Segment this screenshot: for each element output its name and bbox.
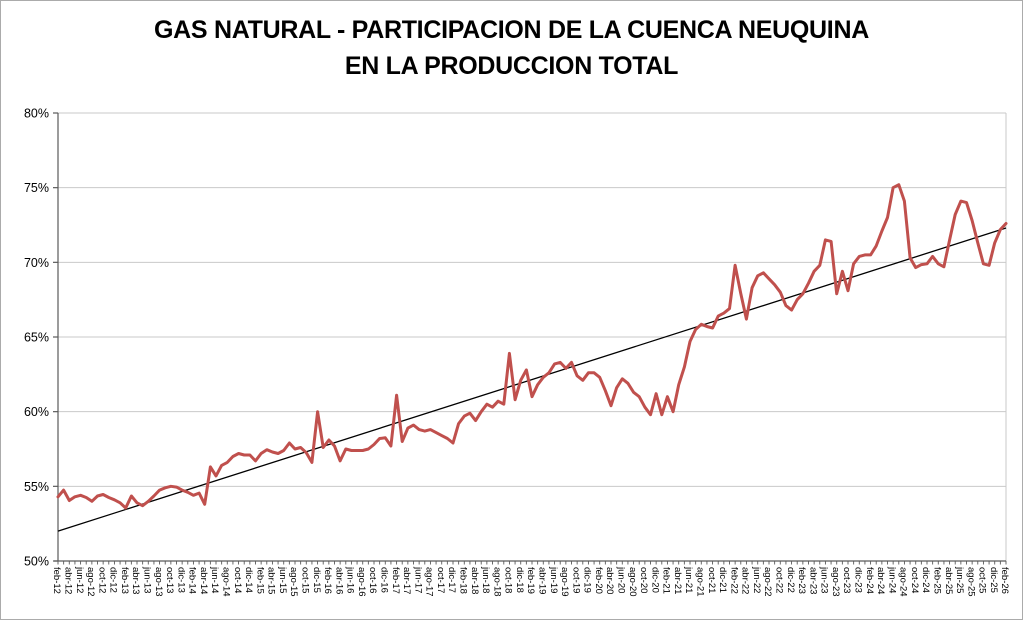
x-tick-label: feb-12 xyxy=(51,567,62,594)
x-tick-label: ago-14 xyxy=(220,567,231,597)
chart-title: GAS NATURAL - PARTICIPACION DE LA CUENCA… xyxy=(1,13,1022,84)
x-tick-label: ago-21 xyxy=(694,567,705,597)
x-tick-label: ago-19 xyxy=(559,567,570,597)
x-tick-label: oct-12 xyxy=(96,567,107,593)
x-tick-label: feb-21 xyxy=(661,567,672,594)
x-tick-label: ago-13 xyxy=(153,567,164,597)
x-tick-label: ago-16 xyxy=(356,567,367,597)
x-tick-label: dic-21 xyxy=(717,567,728,593)
x-tick-label: oct-17 xyxy=(435,567,446,593)
x-tick-label: dic-20 xyxy=(649,567,660,593)
x-tick-label: oct-21 xyxy=(706,567,717,593)
x-tick-label: jun-16 xyxy=(345,566,356,593)
x-tick-label: ago-12 xyxy=(85,567,96,597)
x-tick-label: oct-19 xyxy=(570,567,581,593)
x-tick-label: dic-23 xyxy=(852,567,863,593)
y-tick-label: 65% xyxy=(24,331,49,345)
x-tick-label: jun-19 xyxy=(548,566,559,593)
y-tick-label: 60% xyxy=(24,405,49,419)
x-tick-label: oct-22 xyxy=(773,567,784,593)
x-tick-label: feb-25 xyxy=(931,567,942,594)
x-tick-label: dic-15 xyxy=(311,567,322,593)
x-tick-label: abr-22 xyxy=(740,567,751,594)
x-tick-label: jun-18 xyxy=(480,566,491,593)
trend-line xyxy=(57,227,1007,532)
x-tick-label: feb-13 xyxy=(119,567,130,594)
x-tick-label: feb-18 xyxy=(457,567,468,594)
x-tick-label: feb-15 xyxy=(254,567,265,594)
x-tick-label: abr-18 xyxy=(469,567,480,594)
chart-title-line2: EN LA PRODUCCION TOTAL xyxy=(344,51,679,80)
x-tick-label: feb-23 xyxy=(796,567,807,594)
x-tick-label: abr-15 xyxy=(266,567,277,594)
x-tick-label: ago-15 xyxy=(288,567,299,597)
y-tick-label: 80% xyxy=(24,107,49,121)
x-tick-label: jun-24 xyxy=(886,566,897,593)
x-tick-label: abr-16 xyxy=(333,567,344,594)
x-tick-label: oct-18 xyxy=(503,567,514,593)
y-tick-label: 50% xyxy=(24,555,49,569)
x-tick-label: dic-12 xyxy=(108,567,119,593)
x-tick-label: ago-22 xyxy=(762,567,773,597)
x-tick-label: feb-22 xyxy=(728,567,739,594)
x-tick-label: jun-22 xyxy=(751,566,762,593)
x-tick-label: jun-14 xyxy=(209,566,220,593)
x-tick-label: abr-21 xyxy=(672,567,683,594)
x-tick-label: oct-16 xyxy=(367,567,378,593)
x-tick-label: abr-14 xyxy=(198,567,209,594)
x-tick-label: dic-18 xyxy=(514,567,525,593)
x-tick-label: ago-17 xyxy=(424,567,435,597)
x-tick-label: feb-19 xyxy=(525,567,536,594)
x-tick-label: abr-24 xyxy=(875,567,886,594)
x-tick-label: feb-20 xyxy=(593,567,604,594)
x-tick-label: feb-14 xyxy=(187,567,198,594)
x-tick-label: dic-17 xyxy=(446,567,457,593)
x-tick-label: abr-19 xyxy=(536,567,547,594)
x-tick-label: jun-20 xyxy=(615,566,626,593)
y-tick-label: 55% xyxy=(24,480,49,494)
x-tick-label: oct-24 xyxy=(909,567,920,593)
x-tick-label: jun-21 xyxy=(683,566,694,593)
chart-title-line1: GAS NATURAL - PARTICIPACION DE LA CUENCA… xyxy=(154,16,869,44)
x-tick-label: oct-15 xyxy=(299,567,310,593)
x-tick-label: dic-25 xyxy=(988,567,999,593)
x-tick-label: oct-23 xyxy=(841,567,852,593)
x-tick-label: feb-24 xyxy=(864,567,875,594)
x-tick-label: ago-23 xyxy=(830,567,841,597)
x-tick-label: jun-13 xyxy=(141,566,152,593)
x-tick-label: dic-22 xyxy=(785,567,796,593)
x-tick-label: jun-25 xyxy=(954,566,965,593)
x-tick-label: abr-13 xyxy=(130,567,141,594)
x-tick-label: oct-14 xyxy=(232,567,243,593)
x-tick-label: ago-24 xyxy=(898,567,909,597)
x-tick-label: jun-12 xyxy=(74,566,85,593)
x-tick-label: dic-24 xyxy=(920,567,931,593)
y-tick-label: 70% xyxy=(24,256,49,270)
x-tick-label: feb-16 xyxy=(322,567,333,594)
x-tick-label: feb-17 xyxy=(390,567,401,594)
x-tick-label: ago-20 xyxy=(627,567,638,597)
data-series-line xyxy=(56,183,1008,510)
x-tick-label: jun-15 xyxy=(277,566,288,593)
x-tick-label: abr-17 xyxy=(401,567,412,594)
x-tick-label: ago-25 xyxy=(965,567,976,597)
x-tick-label: oct-20 xyxy=(638,567,649,593)
x-tick-label: dic-13 xyxy=(175,567,186,593)
x-tick-label: ago-18 xyxy=(491,567,502,597)
x-tick-label: oct-13 xyxy=(164,567,175,593)
x-tick-label: feb-26 xyxy=(999,567,1010,594)
x-tick-label: abr-23 xyxy=(807,567,818,594)
x-tick-label: dic-16 xyxy=(378,567,389,593)
x-tick-label: abr-25 xyxy=(943,567,954,594)
y-tick-label: 75% xyxy=(24,181,49,195)
x-tick-label: jun-23 xyxy=(819,566,830,593)
x-tick-label: dic-19 xyxy=(582,567,593,593)
x-tick-label: jun-17 xyxy=(412,566,423,593)
x-tick-label: abr-20 xyxy=(604,567,615,594)
x-tick-label: oct-25 xyxy=(977,567,988,593)
x-tick-label: dic-14 xyxy=(243,567,254,593)
x-tick-label: abr-12 xyxy=(62,567,73,594)
